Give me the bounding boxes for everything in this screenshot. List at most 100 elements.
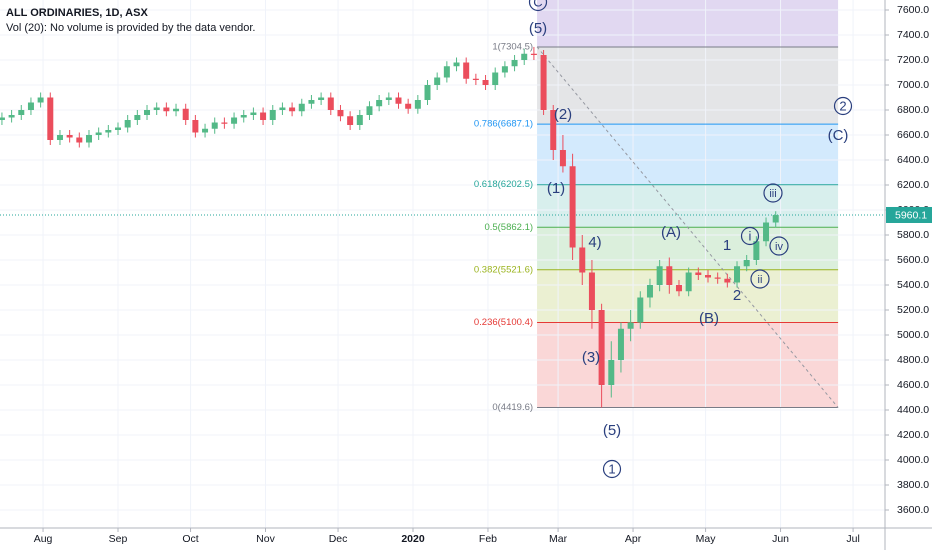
last-price-label: 5960.1 bbox=[895, 209, 927, 221]
chart-subtitle: Vol (20): No volume is provided by the d… bbox=[6, 22, 255, 34]
candle-body bbox=[385, 97, 392, 100]
y-tick-label: 6400.0 bbox=[897, 154, 929, 166]
candle-body bbox=[579, 247, 586, 273]
fib-band bbox=[537, 124, 839, 185]
candle-body bbox=[318, 97, 325, 100]
y-tick-label: 5000.0 bbox=[897, 329, 929, 341]
candle-body bbox=[656, 266, 663, 285]
candle-body bbox=[221, 122, 228, 124]
wave-label: ii bbox=[758, 274, 763, 286]
wave-label: i bbox=[749, 228, 752, 243]
candle-body bbox=[66, 135, 73, 138]
fib-level-label: 0.5(5862.1) bbox=[484, 222, 533, 233]
y-tick-label: 5800.0 bbox=[897, 229, 929, 241]
candle-body bbox=[124, 120, 131, 128]
candle-body bbox=[617, 328, 624, 360]
x-tick-label: Sep bbox=[109, 533, 128, 545]
candle-body bbox=[115, 127, 121, 130]
candle-body bbox=[395, 97, 402, 104]
y-tick-label: 6800.0 bbox=[897, 104, 929, 116]
fib-band bbox=[537, 322, 839, 408]
fib-level-label: 0.236(5100.4) bbox=[474, 317, 533, 328]
candle-body bbox=[646, 285, 653, 298]
candle-body bbox=[453, 62, 460, 67]
candle-body bbox=[134, 115, 141, 120]
candle-body bbox=[675, 285, 682, 292]
y-tick-label: 5400.0 bbox=[897, 279, 929, 291]
candle-body bbox=[511, 60, 518, 67]
candle-body bbox=[472, 78, 479, 80]
candle-body bbox=[56, 135, 63, 140]
y-tick-label: 7600.0 bbox=[897, 4, 929, 16]
candle-body bbox=[18, 110, 25, 115]
candle-body bbox=[482, 80, 489, 85]
candle-body bbox=[405, 103, 412, 109]
candle-body bbox=[211, 122, 218, 129]
candle-body bbox=[173, 108, 180, 112]
y-tick-label: 4800.0 bbox=[897, 354, 929, 366]
wave-label-circle bbox=[602, 459, 622, 479]
candle-body bbox=[37, 97, 44, 103]
candle-body bbox=[559, 150, 566, 167]
fib-level-label: 0.618(6202.5) bbox=[474, 179, 533, 190]
candle-body bbox=[366, 106, 373, 115]
y-tick-label: 4400.0 bbox=[897, 404, 929, 416]
candle-body bbox=[463, 62, 470, 79]
x-tick-label: Mar bbox=[549, 533, 568, 545]
wave-label: 2 bbox=[839, 98, 846, 113]
candle-body bbox=[743, 260, 750, 267]
wave-label-circle bbox=[769, 236, 789, 256]
candle-body bbox=[376, 100, 383, 107]
candle-body bbox=[705, 275, 711, 278]
candle-body bbox=[521, 53, 528, 60]
fib-band bbox=[537, 46, 839, 125]
fib-level-label: 0.786(6687.1) bbox=[474, 119, 533, 130]
candle-body bbox=[627, 322, 634, 329]
chart-title: ALL ORDINARIES, 1D, ASX bbox=[6, 7, 148, 19]
y-tick-label: 7400.0 bbox=[897, 29, 929, 41]
x-tick-label: Feb bbox=[479, 533, 497, 545]
candle-body bbox=[598, 310, 605, 385]
candle-body bbox=[289, 107, 296, 112]
fib-band bbox=[537, 184, 839, 228]
candle-body bbox=[569, 166, 576, 248]
candle-body bbox=[27, 102, 34, 110]
candle-body bbox=[550, 110, 557, 150]
candle-body bbox=[540, 55, 547, 110]
candle-body bbox=[47, 97, 54, 140]
x-tick-label: May bbox=[696, 533, 717, 545]
wave-label: (5) bbox=[603, 422, 621, 439]
fib-level-label: 0.382(5521.6) bbox=[474, 264, 533, 275]
candle-body bbox=[588, 272, 595, 310]
candle-body bbox=[105, 130, 112, 133]
candle-body bbox=[424, 85, 431, 100]
wave-label-circle bbox=[528, 0, 548, 12]
candle-body bbox=[95, 132, 102, 135]
wave-label-circle bbox=[750, 269, 770, 289]
x-tick-label: 2020 bbox=[401, 533, 425, 545]
fib-level-label: 1(7304.5) bbox=[492, 41, 533, 52]
candle-body bbox=[492, 72, 499, 85]
wave-label: 4) bbox=[588, 234, 601, 251]
candle-body bbox=[153, 107, 160, 110]
wave-label: 2 bbox=[733, 287, 741, 304]
candle-body bbox=[298, 103, 305, 112]
y-tick-label: 6600.0 bbox=[897, 129, 929, 141]
wave-label: (2) bbox=[554, 106, 572, 123]
candle-body bbox=[308, 100, 315, 104]
candle-body bbox=[714, 277, 721, 279]
y-tick-label: 5200.0 bbox=[897, 304, 929, 316]
y-tick-label: 6200.0 bbox=[897, 179, 929, 191]
candle-body bbox=[695, 272, 702, 275]
wave-label: (1) bbox=[547, 180, 565, 197]
candle-body bbox=[85, 135, 92, 143]
candle-body bbox=[76, 137, 83, 143]
y-tick-label: 5600.0 bbox=[897, 254, 929, 266]
wave-label-circle bbox=[833, 96, 853, 116]
x-tick-label: Nov bbox=[256, 533, 275, 545]
candle-body bbox=[666, 266, 673, 285]
candle-body bbox=[279, 107, 286, 110]
candle-body bbox=[753, 241, 760, 260]
wave-label: (A) bbox=[661, 224, 681, 241]
wave-label-circle bbox=[763, 183, 783, 203]
